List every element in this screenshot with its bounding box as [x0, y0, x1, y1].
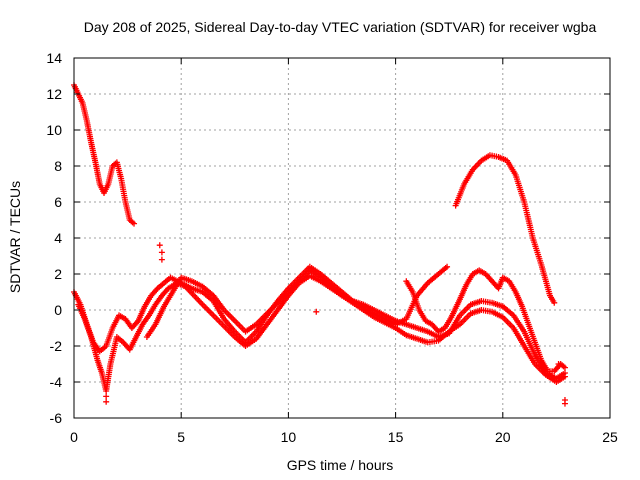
- data-point-marker: [156, 242, 163, 249]
- y-tick-label: -6: [50, 410, 63, 426]
- grid: [74, 58, 610, 418]
- series-outliers: [103, 242, 568, 407]
- series-arc-1: [71, 82, 138, 227]
- data-points: [71, 82, 568, 407]
- series-arc-2: [452, 152, 558, 306]
- data-point-marker: [444, 263, 451, 270]
- x-tick-label: 25: [602, 429, 618, 445]
- data-point-marker: [555, 361, 562, 367]
- y-tick-label: 12: [46, 86, 62, 102]
- data-point-marker: [158, 249, 165, 256]
- axes: 0 5 10 15 20 25 -6 -4 -2 0 2 4 6 8 10 12 14: [46, 50, 618, 445]
- data-point-marker: [158, 256, 165, 263]
- chart-title: Day 208 of 2025, Sidereal Day-to-day VTE…: [84, 19, 597, 35]
- data-point-marker: [313, 308, 320, 315]
- y-tick-label: 0: [54, 302, 62, 318]
- data-point-marker: [131, 220, 138, 227]
- y-axis-label: SDTVAR / TECUs: [7, 181, 23, 293]
- series-arc-6: [403, 267, 568, 375]
- data-point-marker: [103, 393, 110, 400]
- y-tick-label: 4: [54, 230, 62, 246]
- data-point-marker: [561, 373, 568, 380]
- y-tick-label: -2: [50, 338, 63, 354]
- data-point-marker: [561, 364, 568, 371]
- y-tick-label: 6: [54, 194, 62, 210]
- x-axis-label: GPS time / hours: [287, 457, 394, 473]
- data-point-marker: [551, 299, 558, 306]
- x-tick-label: 0: [70, 429, 78, 445]
- x-tick-label: 5: [177, 429, 185, 445]
- y-tick-label: 2: [54, 266, 62, 282]
- data-point-marker: [561, 400, 568, 407]
- series-arc-5: [143, 263, 451, 340]
- y-tick-label: 8: [54, 158, 62, 174]
- y-tick-label: 14: [46, 50, 62, 66]
- x-tick-label: 15: [388, 429, 404, 445]
- x-tick-label: 10: [281, 429, 297, 445]
- y-tick-label: -4: [50, 374, 63, 390]
- data-point-marker: [103, 398, 110, 405]
- y-tick-label: 10: [46, 122, 62, 138]
- x-tick-label: 20: [495, 429, 511, 445]
